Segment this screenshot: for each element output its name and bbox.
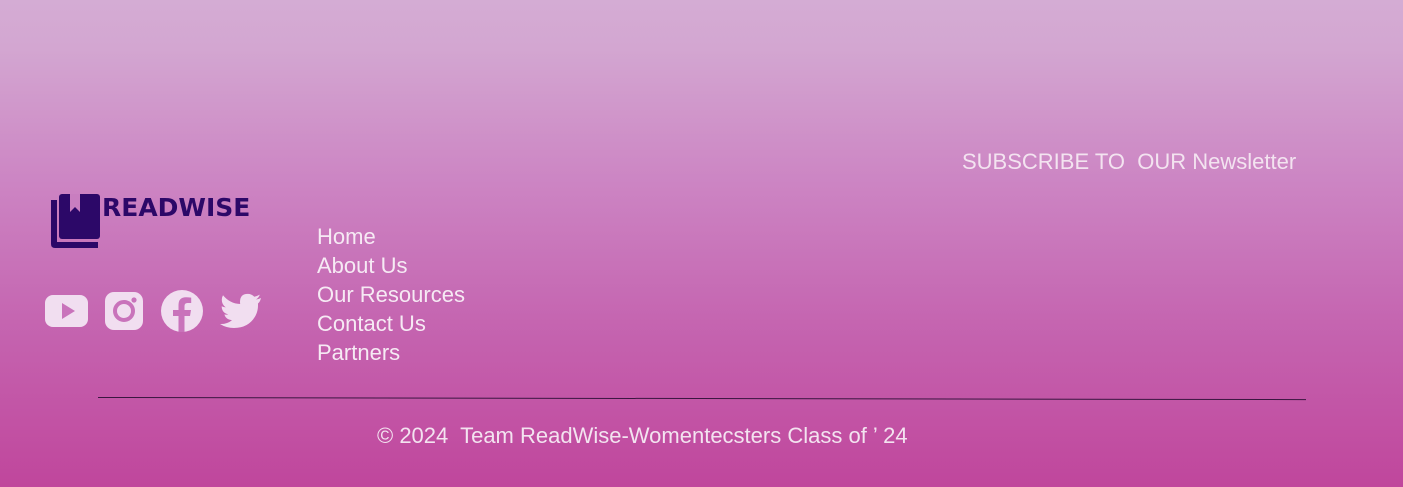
youtube-icon[interactable] — [44, 288, 89, 334]
nav-link-our-resources[interactable]: Our Resources — [317, 282, 465, 307]
twitter-icon[interactable] — [219, 288, 263, 334]
newsletter-subscribe-heading: SUBSCRIBE TO OUR Newsletter — [962, 149, 1297, 174]
instagram-icon[interactable] — [104, 288, 144, 334]
facebook-icon[interactable] — [159, 288, 205, 334]
footer-nav: Home About Us Our Resources Contact Us P… — [317, 222, 465, 367]
nav-link-about-us[interactable]: About Us — [317, 253, 408, 278]
nav-link-contact-us[interactable]: Contact Us — [317, 311, 426, 336]
brand-name: READWISE — [102, 193, 251, 222]
nav-link-home[interactable]: Home — [317, 224, 376, 249]
book-stack-icon — [51, 194, 100, 248]
copyright-text: © 2024 Team ReadWise-Womentecsters Class… — [377, 423, 908, 448]
footer-divider — [97, 397, 1306, 401]
nav-link-partners[interactable]: Partners — [317, 340, 401, 365]
brand-logo[interactable]: READWISE — [48, 192, 258, 254]
